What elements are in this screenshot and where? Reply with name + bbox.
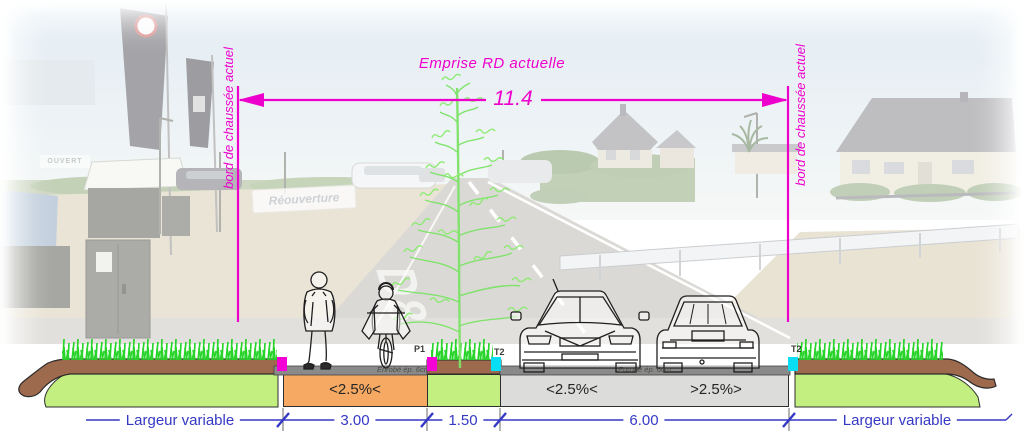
dim-verge-right: Largeur variable — [836, 412, 958, 429]
palm-tree — [731, 119, 769, 153]
cyclist-figure — [361, 282, 411, 369]
road-slope-right-label: >2.5%> — [690, 381, 742, 398]
road-slope-left-label: <2.5%< — [546, 381, 598, 398]
marker-t2-left — [491, 357, 501, 371]
marker-p1 — [427, 357, 437, 371]
dim-planting-strip: 1.50 — [442, 412, 484, 429]
marker-t2-right-label: T2 — [791, 344, 802, 354]
open-sign: OUVERT — [40, 155, 90, 168]
grass-left — [62, 338, 277, 361]
lamp-posts — [159, 112, 758, 234]
banner-flag-large — [120, 8, 168, 150]
emprise-title: Emprise RD actuelle — [418, 55, 566, 72]
footway-slope-label: <2.5%< — [329, 381, 381, 398]
banner-flag-small — [186, 58, 214, 148]
utility-cabinet — [85, 239, 151, 339]
metal-fence — [835, 191, 1017, 200]
dim-carriageway: 6.00 — [623, 412, 665, 429]
marker-p1-label: P1 — [414, 344, 426, 354]
grass-right — [797, 338, 943, 361]
edge-label-right: bord de chaussée actuel — [793, 44, 808, 186]
edge-label-left: bord de chaussée actuel — [221, 47, 236, 189]
tree-sketch — [390, 73, 533, 369]
carriageway-block — [500, 374, 789, 407]
car-front-figure — [510, 278, 650, 373]
marker-t2-right — [788, 357, 798, 371]
marker-footway-edge — [277, 357, 287, 371]
dim-verge-left: Largeur variable — [119, 412, 241, 429]
verge-left — [18, 338, 279, 408]
footway-surface-label: Enrobé ép. 6cm — [377, 365, 430, 374]
arrowhead-right — [762, 93, 788, 107]
planting-strip-top — [426, 338, 502, 375]
shrubs — [530, 183, 1023, 204]
car-rear-figure — [656, 295, 760, 373]
pedestrian-figure — [303, 271, 336, 370]
emprise-dimension — [236, 86, 790, 322]
grass-planting-strip — [431, 338, 493, 361]
arrowhead-left — [238, 93, 264, 107]
low-house — [732, 144, 800, 174]
bottom-margin — [0, 432, 1024, 444]
dim-footway: 3.00 — [334, 412, 376, 429]
verge-right — [794, 338, 997, 408]
marker-t2-left-label: T2 — [494, 347, 505, 357]
photo-cars — [176, 160, 552, 190]
road-surface-label: Enrobé ép. 6cm — [618, 365, 671, 374]
blue-tarp — [0, 190, 58, 254]
sea-horizon — [0, 60, 95, 105]
gable-house — [656, 130, 696, 168]
right-verge-ground — [690, 228, 1024, 342]
manor-house — [592, 104, 658, 168]
emprise-width-value: 11.4 — [493, 87, 533, 110]
kiosk — [88, 188, 160, 238]
